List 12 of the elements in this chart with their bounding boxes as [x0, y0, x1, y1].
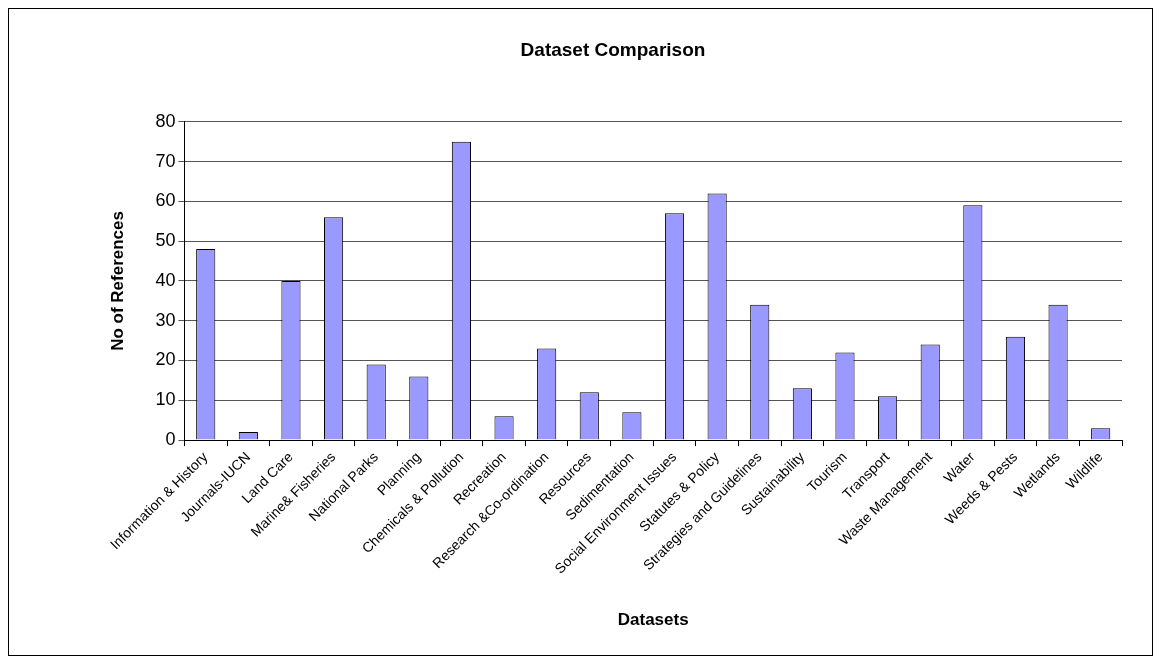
y-tick-label: 0 — [165, 429, 176, 450]
y-tick-label: 50 — [155, 230, 176, 251]
y-tick-label: 40 — [155, 269, 176, 290]
y-axis-title: No of References — [107, 211, 127, 351]
y-tick-label: 30 — [155, 309, 176, 330]
y-tick-label: 10 — [155, 389, 176, 410]
y-tick-label: 80 — [155, 110, 176, 131]
x-axis-title: Datasets — [617, 610, 689, 630]
y-tick-label: 70 — [155, 150, 176, 171]
y-tick-label: 60 — [155, 190, 176, 211]
y-tick-label: 20 — [155, 349, 176, 370]
chart-title: Dataset Comparison — [520, 38, 706, 60]
